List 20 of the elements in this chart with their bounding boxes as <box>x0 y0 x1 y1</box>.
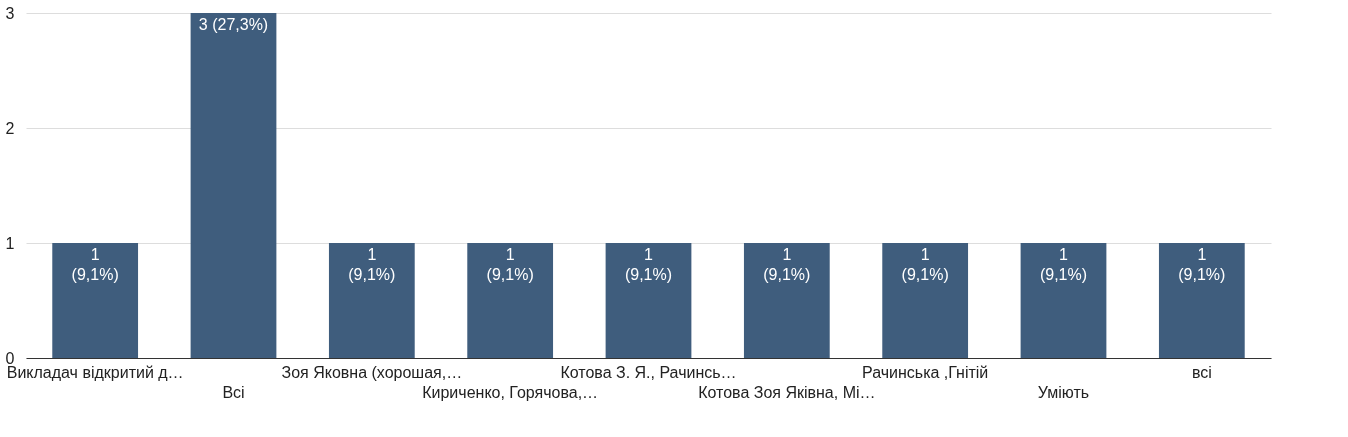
x-tick-label: Котова Зоя Яківна, Мі… <box>698 383 876 401</box>
x-tick-label: Зоя Яковна (хорошая,… <box>281 363 463 381</box>
y-tick-label: 3 <box>5 4 15 22</box>
y-tick-label: 2 <box>5 119 15 137</box>
x-tick-label: Котова З. Я., Рачинсь… <box>560 363 737 381</box>
y-tick-label: 1 <box>5 234 15 252</box>
data-label: 3 (27,3%) <box>198 16 269 33</box>
data-label: 1 (9,1%) <box>624 246 673 283</box>
data-label: 1 (9,1%) <box>1039 246 1088 283</box>
x-tick-label: Рачинська ,Гнітій <box>862 363 989 381</box>
data-label: 1 (9,1%) <box>1178 246 1226 283</box>
data-label: 1 (9,1%) <box>71 246 119 283</box>
x-tick-label: Кириченко, Горячова,… <box>422 383 599 401</box>
x-tick-label: Всі <box>222 383 245 401</box>
x-tick-label: Уміють <box>1037 383 1090 401</box>
data-label: 1 (9,1%) <box>348 246 396 283</box>
x-tick-label: всі <box>1191 363 1212 381</box>
data-label: 1 (9,1%) <box>901 246 949 283</box>
data-label: 1 (9,1%) <box>486 246 534 283</box>
data-label: 1 (9,1%) <box>763 246 811 283</box>
